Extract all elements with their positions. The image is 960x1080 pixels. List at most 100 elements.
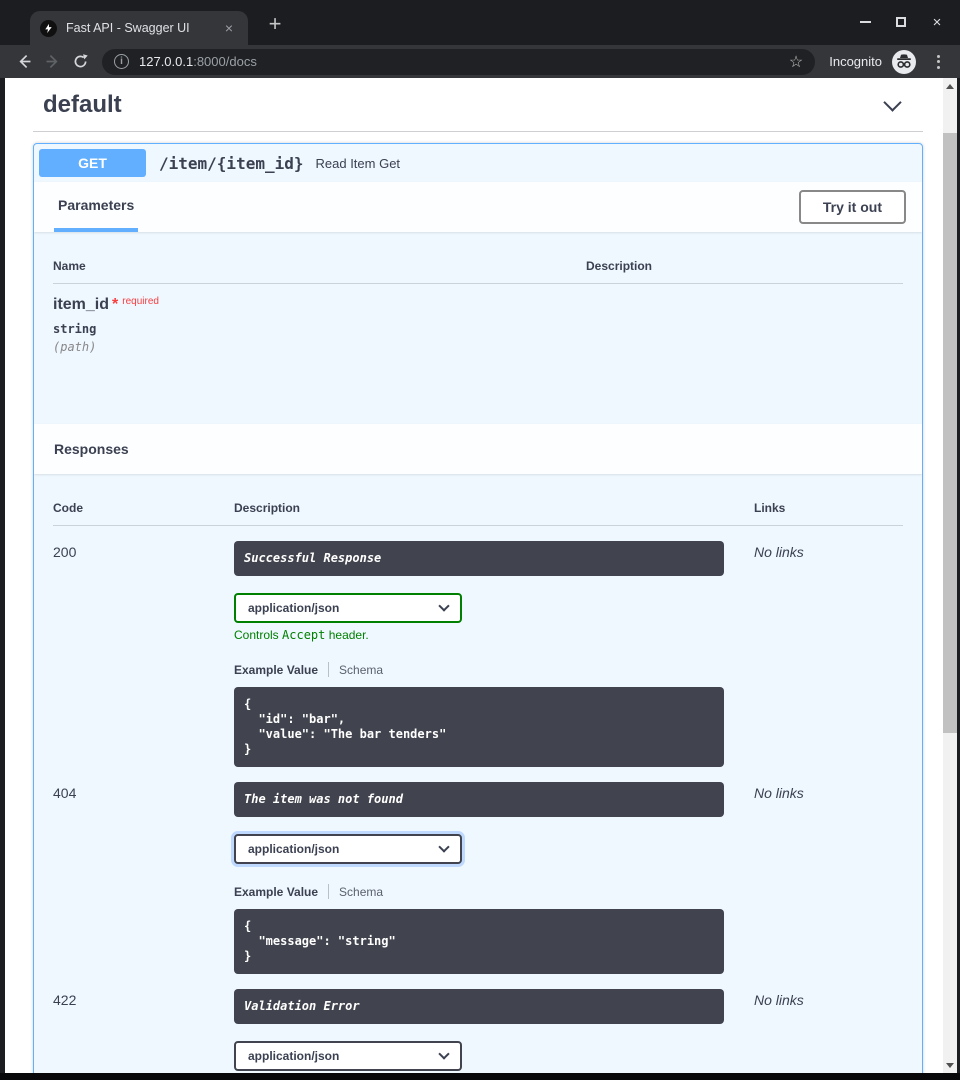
response-description-cell: The item was not found application/json …	[234, 782, 724, 974]
opblock-get: GET /item/{item_id} Read Item Get Parame…	[33, 143, 923, 1073]
media-type-row: application/json Controls Accept header.	[234, 593, 724, 642]
operation-summary[interactable]: GET /item/{item_id} Read Item Get	[34, 144, 922, 182]
url-path: :8000/docs	[193, 54, 257, 69]
response-description: Successful Response	[234, 541, 724, 576]
response-description-cell: Validation Error application/json Exampl…	[234, 989, 724, 1073]
swagger-ui: default GET /item/{item_id} Read Item Ge…	[5, 78, 943, 1073]
example-json: { "id": "bar", "value": "The bar tenders…	[234, 687, 724, 767]
window-controls: ×	[854, 12, 948, 32]
scrollbar[interactable]	[943, 78, 957, 1073]
required-asterisk: *	[112, 296, 119, 313]
incognito-icon	[892, 49, 916, 74]
responses-title: Responses	[54, 441, 129, 457]
response-description-cell: Successful Response application/json Con…	[234, 541, 724, 767]
responses-header: Responses	[34, 424, 922, 474]
model-example-tabs: Example Value Schema	[234, 662, 724, 677]
response-description: Validation Error	[234, 989, 724, 1024]
media-type-row: application/json	[234, 1041, 724, 1071]
scrollbar-down-icon[interactable]	[943, 1057, 957, 1073]
media-type-select[interactable]: application/json	[234, 834, 462, 864]
response-description: The item was not found	[234, 782, 724, 817]
parameters-header: Parameters Try it out	[34, 182, 922, 232]
tab-schema[interactable]: Schema	[339, 662, 384, 677]
close-window-button[interactable]: ×	[932, 13, 942, 31]
scrollbar-track[interactable]	[943, 94, 957, 1057]
example-json: { "message": "string" }	[234, 909, 724, 974]
parameters-table: Name Description item_id * required string…	[34, 232, 922, 424]
operation-summary-text: Read Item Get	[315, 155, 401, 171]
tag-title: default	[43, 91, 122, 118]
media-type-value: application/json	[248, 601, 340, 615]
model-example-tabs: Example Value Schema	[234, 884, 724, 899]
parameter-type: string	[53, 322, 97, 336]
response-code: 200	[53, 544, 77, 560]
address-bar[interactable]: i 127.0.0.1:8000/docs ☆	[102, 48, 816, 75]
accept-note-code: Accept	[282, 628, 326, 642]
forward-icon[interactable]	[38, 48, 66, 76]
tab-title: Fast API - Swagger UI	[66, 21, 190, 35]
parameter-name: item_id * required	[53, 296, 586, 314]
select-chevron-icon	[438, 1048, 450, 1060]
url-host: 127.0.0.1	[139, 54, 194, 69]
select-chevron-icon	[438, 600, 450, 612]
new-tab-button[interactable]: +	[268, 11, 282, 36]
try-it-out-button[interactable]: Try it out	[798, 190, 906, 224]
tab-schema[interactable]: Schema	[339, 884, 384, 899]
site-info-icon[interactable]: i	[114, 54, 129, 69]
col-header-description: Description	[586, 259, 653, 273]
response-code: 404	[53, 785, 77, 801]
media-type-row: application/json	[234, 834, 724, 864]
scrollbar-thumb[interactable]	[943, 133, 957, 733]
tab-example-value[interactable]: Example Value	[234, 884, 319, 899]
col-header-code: Code	[53, 501, 83, 515]
media-type-select[interactable]: application/json	[234, 1041, 462, 1071]
media-type-value: application/json	[248, 1049, 340, 1063]
tag-section-header[interactable]: default	[33, 78, 923, 132]
window-frame-edge	[957, 78, 960, 1073]
media-type-value: application/json	[248, 842, 340, 856]
url-text: 127.0.0.1:8000/docs	[139, 54, 257, 69]
response-row-422: 422 Validation Error application/json Ex…	[53, 974, 903, 1073]
tab-parameters[interactable]: Parameters	[54, 182, 139, 232]
accept-note-prefix: Controls	[234, 628, 283, 642]
media-type-select[interactable]: application/json	[234, 593, 462, 623]
browser-tab[interactable]: Fast API - Swagger UI ×	[30, 11, 248, 45]
back-icon[interactable]	[10, 48, 38, 76]
parameter-description-cell	[586, 296, 903, 424]
select-chevron-icon	[438, 841, 450, 853]
response-links: No links	[754, 992, 804, 1008]
operation-path: /item/{item_id}	[159, 153, 304, 173]
tabs-divider	[328, 662, 330, 677]
response-code: 422	[53, 992, 77, 1008]
responses-table: Code Description Links 200 Successful Re…	[34, 474, 922, 1073]
response-row-404: 404 The item was not found application/j…	[53, 767, 903, 974]
browser-menu-icon[interactable]	[926, 50, 950, 74]
fastapi-favicon-icon	[40, 19, 57, 37]
parameter-location: (path)	[53, 340, 97, 354]
reload-icon[interactable]	[66, 48, 94, 76]
page-content: default GET /item/{item_id} Read Item Ge…	[0, 78, 960, 1073]
parameter-row: item_id * required string (path)	[53, 284, 903, 424]
tabs-divider	[328, 884, 330, 899]
browser-toolbar: i 127.0.0.1:8000/docs ☆ Incognito	[0, 45, 960, 78]
incognito-label: Incognito	[829, 54, 882, 69]
response-links: No links	[754, 544, 804, 560]
bookmark-star-icon[interactable]: ☆	[788, 53, 804, 71]
col-header-links: Links	[754, 501, 786, 515]
scrollbar-up-icon[interactable]	[943, 78, 957, 94]
tab-example-value[interactable]: Example Value	[234, 662, 319, 677]
parameter-name-text: item_id	[53, 296, 110, 313]
minimize-button[interactable]	[854, 12, 876, 32]
response-row-200: 200 Successful Response application/json…	[53, 526, 903, 767]
responses-table-head: Code Description Links	[53, 489, 903, 526]
response-links: No links	[754, 785, 804, 801]
parameters-table-head: Name Description	[53, 247, 903, 284]
accept-note-suffix: header.	[325, 628, 369, 642]
parameter-cell: item_id * required string (path)	[53, 296, 586, 424]
window-frame-bottom	[0, 1073, 960, 1080]
maximize-button[interactable]	[890, 12, 912, 32]
tab-close-icon[interactable]: ×	[224, 20, 234, 36]
col-header-description: Description	[234, 501, 301, 515]
chevron-down-icon[interactable]	[883, 92, 902, 112]
